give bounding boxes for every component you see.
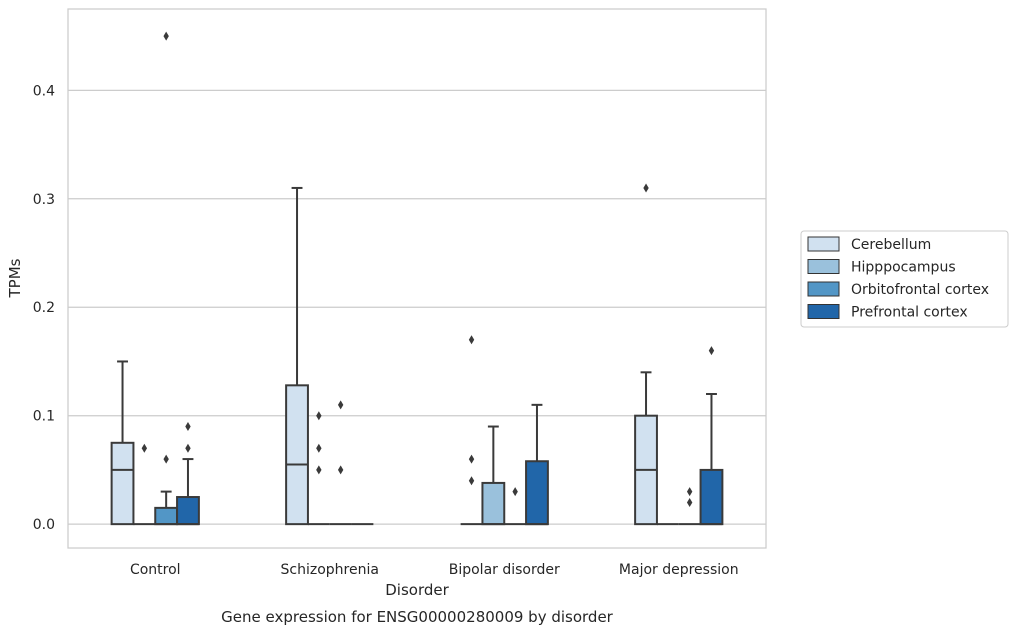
legend-label: Orbitofrontal cortex — [851, 282, 989, 298]
y-axis-label: TPMs — [6, 258, 24, 298]
box-body — [481, 481, 506, 526]
outlier-marker — [643, 183, 649, 193]
y-tick-label: 0.0 — [33, 517, 55, 533]
box-body — [525, 460, 549, 526]
box-prefrontal-cortex — [699, 346, 724, 526]
box-body — [699, 468, 724, 526]
box-cerebellum — [285, 186, 309, 526]
box-cerebellum — [110, 360, 135, 526]
y-tick-label: 0.3 — [33, 192, 55, 208]
box-prefrontal-cortex — [525, 403, 549, 526]
plot-frame — [67, 8, 767, 549]
outlier-marker — [337, 465, 344, 475]
outlier-marker — [316, 443, 322, 453]
box-body — [110, 441, 135, 526]
outlier-marker — [185, 443, 191, 453]
box-body — [176, 496, 200, 526]
outlier-marker — [468, 335, 475, 345]
legend: Cerebellum Hipppocampus Orbitofrontal cort… — [800, 230, 1009, 328]
legend-swatch — [807, 304, 840, 319]
box-hipppocampus — [133, 443, 156, 526]
outlier-marker — [185, 422, 191, 432]
box-cerebellum — [460, 335, 483, 526]
box-orbitofrontal-cortex — [329, 400, 352, 526]
outlier-marker — [163, 31, 169, 41]
box-body — [154, 506, 179, 526]
box-hipppocampus — [307, 411, 330, 526]
y-ticks: 0.0 0.1 0.2 0.3 0.4 — [33, 83, 55, 533]
outlier-marker — [316, 411, 322, 421]
legend-label: Prefrontal cortex — [851, 305, 968, 321]
legend-swatch — [807, 259, 840, 274]
legend-swatch — [807, 236, 840, 252]
outlier-marker — [316, 465, 322, 475]
box-body — [285, 384, 309, 526]
outlier-marker — [468, 476, 475, 486]
outlier-marker — [686, 487, 693, 497]
x-tick-label: Control — [130, 562, 181, 578]
x-tick-label: Major depression — [619, 562, 739, 578]
box-orbitofrontal-cortex — [504, 487, 527, 526]
box-prefrontal-cortex — [176, 422, 200, 526]
y-tick-label: 0.2 — [33, 300, 55, 316]
outlier-marker — [468, 454, 475, 464]
box-hipppocampus — [481, 425, 506, 526]
boxes-layer — [110, 31, 724, 526]
x-tick-label: Schizophrenia — [281, 562, 379, 578]
legend-label: Hipppocampus — [851, 260, 956, 276]
x-tick-label: Bipolar disorder — [449, 562, 560, 578]
outlier-marker — [512, 487, 518, 497]
outlier-marker — [163, 454, 169, 464]
legend-label: Cerebellum — [851, 237, 931, 253]
outlier-marker — [337, 400, 344, 410]
x-axis-label: Disorder — [385, 581, 449, 599]
outlier-marker — [141, 443, 148, 453]
outlier-marker — [708, 346, 715, 356]
y-tick-label: 0.4 — [33, 83, 55, 99]
box-orbitofrontal-cortex — [678, 487, 701, 526]
y-tick-label: 0.1 — [33, 409, 55, 425]
chart-title: Gene expression for ENSG00000280009 by d… — [221, 608, 614, 626]
legend-frame — [800, 230, 1009, 328]
legend-swatch — [807, 281, 840, 297]
x-ticks: Control Schizophrenia Bipolar disorder Majo… — [130, 562, 739, 578]
box-cerebellum — [634, 183, 658, 526]
outlier-marker — [686, 497, 693, 507]
